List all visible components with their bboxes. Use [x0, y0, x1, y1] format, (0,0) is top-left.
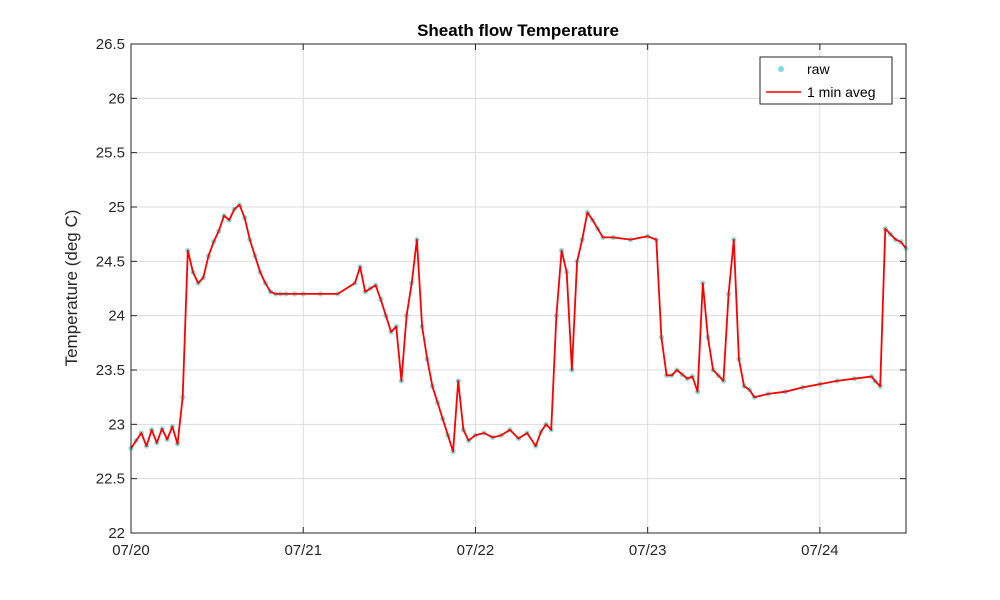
y-tick-label: 25.5	[96, 145, 125, 162]
average-series	[130, 203, 907, 453]
y-tick-label: 23.5	[96, 362, 125, 379]
y-axis-ticks: 22 22.5 23 23.5 24 24.5 25 25.5 26 26.5	[96, 36, 906, 542]
grid	[131, 44, 906, 533]
x-tick-label: 07/23	[629, 542, 667, 559]
y-axis-label: Temperature (deg C)	[62, 210, 81, 367]
y-tick-label: 26	[108, 90, 125, 107]
y-tick-label: 24.5	[96, 253, 125, 270]
legend-avg-label: 1 min aveg	[807, 84, 875, 100]
y-tick-label: 26.5	[96, 36, 125, 53]
y-tick-label: 22.5	[96, 471, 125, 488]
plot-frame	[130, 43, 907, 534]
legend: raw 1 min aveg	[759, 56, 893, 105]
y-tick-label: 22	[108, 525, 125, 542]
avg-line	[130, 203, 907, 453]
legend-raw-label: raw	[807, 61, 830, 77]
y-tick-label: 23	[108, 416, 125, 433]
legend-box	[759, 56, 893, 105]
y-tick-label: 25	[108, 199, 125, 216]
x-tick-label: 07/21	[284, 542, 322, 559]
y-tick-label: 24	[108, 308, 125, 325]
x-tick-label: 07/20	[112, 542, 150, 559]
x-axis-ticks: 07/20 07/21 07/22 07/23 07/24	[112, 44, 839, 559]
x-tick-label: 07/24	[801, 542, 839, 559]
chart-title: Sheath flow Temperature	[417, 21, 619, 40]
x-tick-label: 07/22	[457, 542, 495, 559]
legend-raw-marker	[778, 66, 784, 72]
